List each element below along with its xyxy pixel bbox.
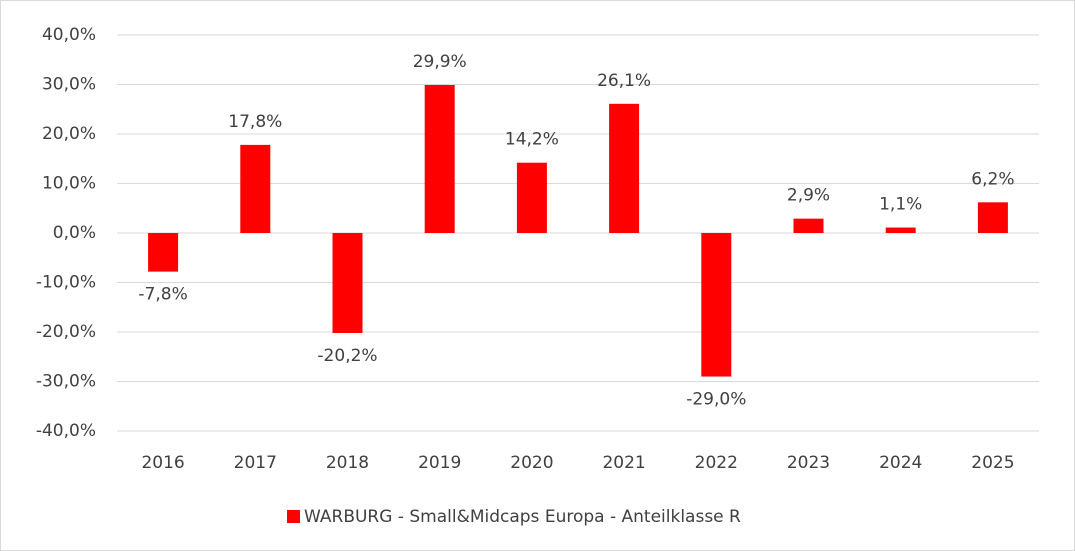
legend-label: WARBURG - Small&Midcaps Europa - Anteilk… xyxy=(304,507,741,527)
x-tick-label: 2025 xyxy=(971,453,1014,473)
x-tick-label: 2024 xyxy=(879,453,922,473)
y-tick-label: 30,0% xyxy=(42,75,96,95)
value-label: 1,1% xyxy=(879,195,922,215)
y-tick-label: -20,0% xyxy=(36,322,96,342)
value-label: 29,9% xyxy=(413,52,467,72)
y-tick-label: -10,0% xyxy=(36,273,96,293)
bar xyxy=(424,84,455,234)
bar xyxy=(332,233,363,333)
bar xyxy=(977,202,1008,233)
value-label: 6,2% xyxy=(971,169,1014,189)
y-tick-label: 40,0% xyxy=(42,25,96,45)
bar xyxy=(885,227,916,233)
x-tick-label: 2019 xyxy=(418,453,461,473)
x-tick-label: 2023 xyxy=(787,453,830,473)
bar xyxy=(516,162,547,233)
y-tick-label: -30,0% xyxy=(36,372,96,392)
bar xyxy=(609,103,640,234)
bar xyxy=(701,233,732,377)
legend-swatch xyxy=(287,510,300,523)
value-label: 17,8% xyxy=(228,112,282,132)
y-tick-label: -40,0% xyxy=(36,421,96,441)
bar xyxy=(148,233,179,272)
x-tick-label: 2017 xyxy=(234,453,277,473)
x-tick-label: 2016 xyxy=(141,453,184,473)
x-tick-label: 2020 xyxy=(510,453,553,473)
x-tick-label: 2022 xyxy=(695,453,738,473)
bar xyxy=(793,218,824,233)
value-label: -20,2% xyxy=(317,346,377,366)
value-label: 26,1% xyxy=(597,71,651,91)
x-tick-label: 2021 xyxy=(602,453,645,473)
value-label: 14,2% xyxy=(505,130,559,150)
bar xyxy=(240,144,271,233)
value-label: 2,9% xyxy=(787,186,830,206)
y-tick-label: 20,0% xyxy=(42,124,96,144)
value-label: -29,0% xyxy=(686,390,746,410)
x-tick-label: 2018 xyxy=(326,453,369,473)
y-tick-label: 0,0% xyxy=(53,223,96,243)
y-tick-label: 10,0% xyxy=(42,174,96,194)
value-label: -7,8% xyxy=(138,285,187,305)
